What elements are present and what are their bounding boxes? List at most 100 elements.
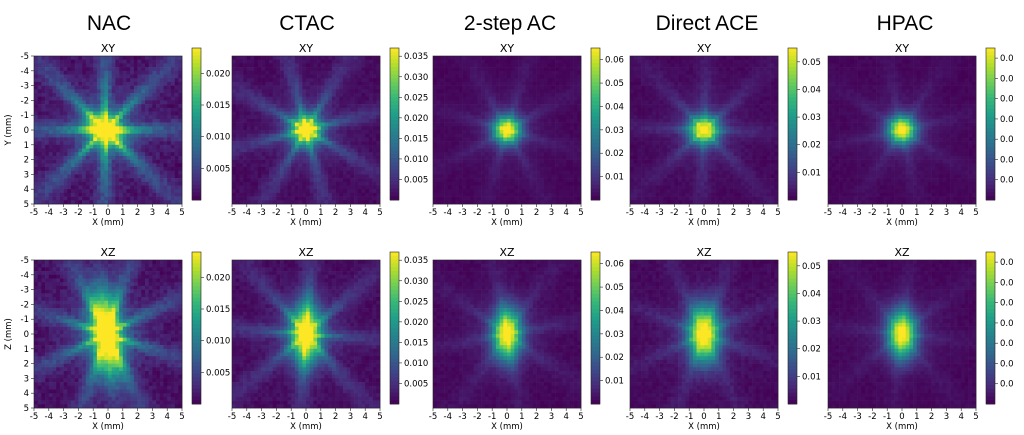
heatmap-cell — [466, 170, 471, 175]
heatmap-cell — [555, 200, 560, 205]
heatmap-cell — [122, 133, 127, 138]
heatmap-cell — [309, 144, 314, 149]
heatmap-cell — [562, 178, 567, 183]
heatmap-cell — [148, 107, 153, 112]
heatmap-cell — [56, 159, 61, 164]
heatmap-cell — [492, 126, 497, 131]
heatmap-cell — [458, 63, 463, 68]
colorbar-cell — [390, 192, 399, 197]
heatmap-cell — [104, 78, 109, 83]
heatmap-cell — [174, 107, 179, 112]
x-tick-label: -1 — [488, 208, 496, 218]
heatmap-cell — [137, 137, 142, 142]
heatmap-cell — [174, 78, 179, 83]
heatmap-cell — [562, 163, 567, 168]
heatmap-cell — [514, 67, 519, 72]
heatmap-cell — [313, 144, 318, 149]
heatmap-cell — [254, 74, 259, 79]
heatmap-cell — [291, 152, 296, 157]
heatmap-cell — [156, 100, 161, 105]
heatmap-cell — [122, 163, 127, 168]
heatmap-cell — [122, 189, 127, 194]
heatmap-cell — [547, 96, 552, 101]
heatmap-cell — [532, 196, 537, 201]
heatmap-cell — [544, 196, 548, 201]
heatmap-cell — [145, 122, 149, 127]
heatmap-cell — [361, 192, 366, 197]
heatmap-cell — [510, 130, 515, 134]
heatmap-cell — [93, 56, 98, 60]
heatmap-cell — [551, 144, 556, 149]
heatmap-cell — [309, 130, 314, 134]
heatmap-cell — [174, 96, 179, 101]
heatmap-cell — [45, 85, 50, 90]
heatmap-cell — [52, 152, 57, 157]
heatmap-cell — [261, 104, 266, 109]
heatmap-cell — [357, 159, 362, 164]
heatmap-cell — [235, 130, 240, 134]
heatmap-cell — [551, 159, 556, 164]
heatmap-cell — [317, 104, 322, 109]
heatmap-cell — [254, 170, 259, 175]
heatmap-cell — [335, 200, 340, 205]
heatmap-cell — [499, 185, 504, 190]
heatmap-cell — [514, 126, 519, 131]
heatmap-cell — [52, 115, 57, 120]
heatmap-cell — [436, 163, 441, 168]
heatmap-cell — [477, 141, 482, 146]
heatmap-cell — [298, 89, 303, 94]
heatmap-cell — [573, 122, 578, 127]
heatmap-cell — [59, 78, 64, 83]
heatmap-cell — [232, 89, 236, 94]
heatmap-cell — [148, 178, 153, 183]
heatmap-cell — [558, 96, 563, 101]
heatmap-cell — [232, 93, 236, 97]
heatmap-cell — [558, 155, 563, 160]
heatmap-cell — [481, 70, 486, 75]
heatmap-cell — [495, 81, 500, 86]
heatmap-cell — [346, 196, 351, 201]
heatmap-cell — [294, 93, 299, 97]
heatmap-cell — [376, 130, 381, 134]
heatmap-cell — [544, 59, 548, 64]
colorbar-cell — [192, 93, 201, 98]
heatmap-cell — [280, 56, 285, 60]
heatmap-cell — [470, 89, 474, 94]
heatmap-cell — [495, 163, 500, 168]
heatmap-cell — [532, 81, 537, 86]
heatmap-cell — [152, 141, 157, 146]
heatmap-cell — [100, 100, 105, 105]
heatmap-cell — [93, 67, 98, 72]
heatmap-cell — [346, 118, 351, 123]
heatmap-cell — [447, 174, 452, 179]
heatmap-cell — [257, 85, 262, 90]
heatmap-cell — [148, 137, 153, 142]
heatmap-cell — [335, 181, 340, 186]
heatmap-cell — [313, 104, 318, 109]
heatmap-cell — [82, 200, 87, 205]
heatmap-cell — [52, 137, 57, 142]
heatmap-cell — [466, 141, 471, 146]
heatmap-cell — [250, 63, 255, 68]
heatmap-cell — [532, 126, 537, 131]
heatmap-cell — [481, 148, 486, 153]
heatmap-cell — [170, 122, 175, 127]
heatmap-cell — [104, 89, 109, 94]
heatmap-cell — [302, 100, 307, 105]
heatmap-cell — [440, 174, 445, 179]
heatmap-cell — [484, 118, 489, 123]
heatmap-cell — [239, 59, 244, 64]
heatmap-cell — [518, 81, 523, 86]
heatmap-cell — [298, 192, 303, 197]
heatmap-cell — [376, 137, 381, 142]
heatmap-cell — [433, 74, 437, 79]
heatmap-cell — [317, 167, 322, 171]
heatmap-cell — [346, 137, 351, 142]
heatmap-cell — [41, 104, 46, 109]
colorbar-cell — [390, 78, 399, 83]
heatmap-cell — [573, 185, 578, 190]
heatmap-cell — [302, 200, 307, 205]
heatmap-cell — [232, 67, 236, 72]
heatmap-cell — [246, 70, 251, 75]
heatmap-cell — [254, 100, 259, 105]
